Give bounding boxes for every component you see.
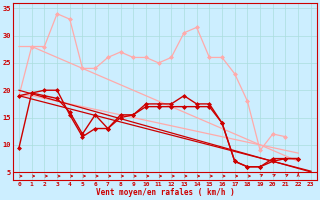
X-axis label: Vent moyen/en rafales ( km/h ): Vent moyen/en rafales ( km/h ): [96, 188, 234, 197]
